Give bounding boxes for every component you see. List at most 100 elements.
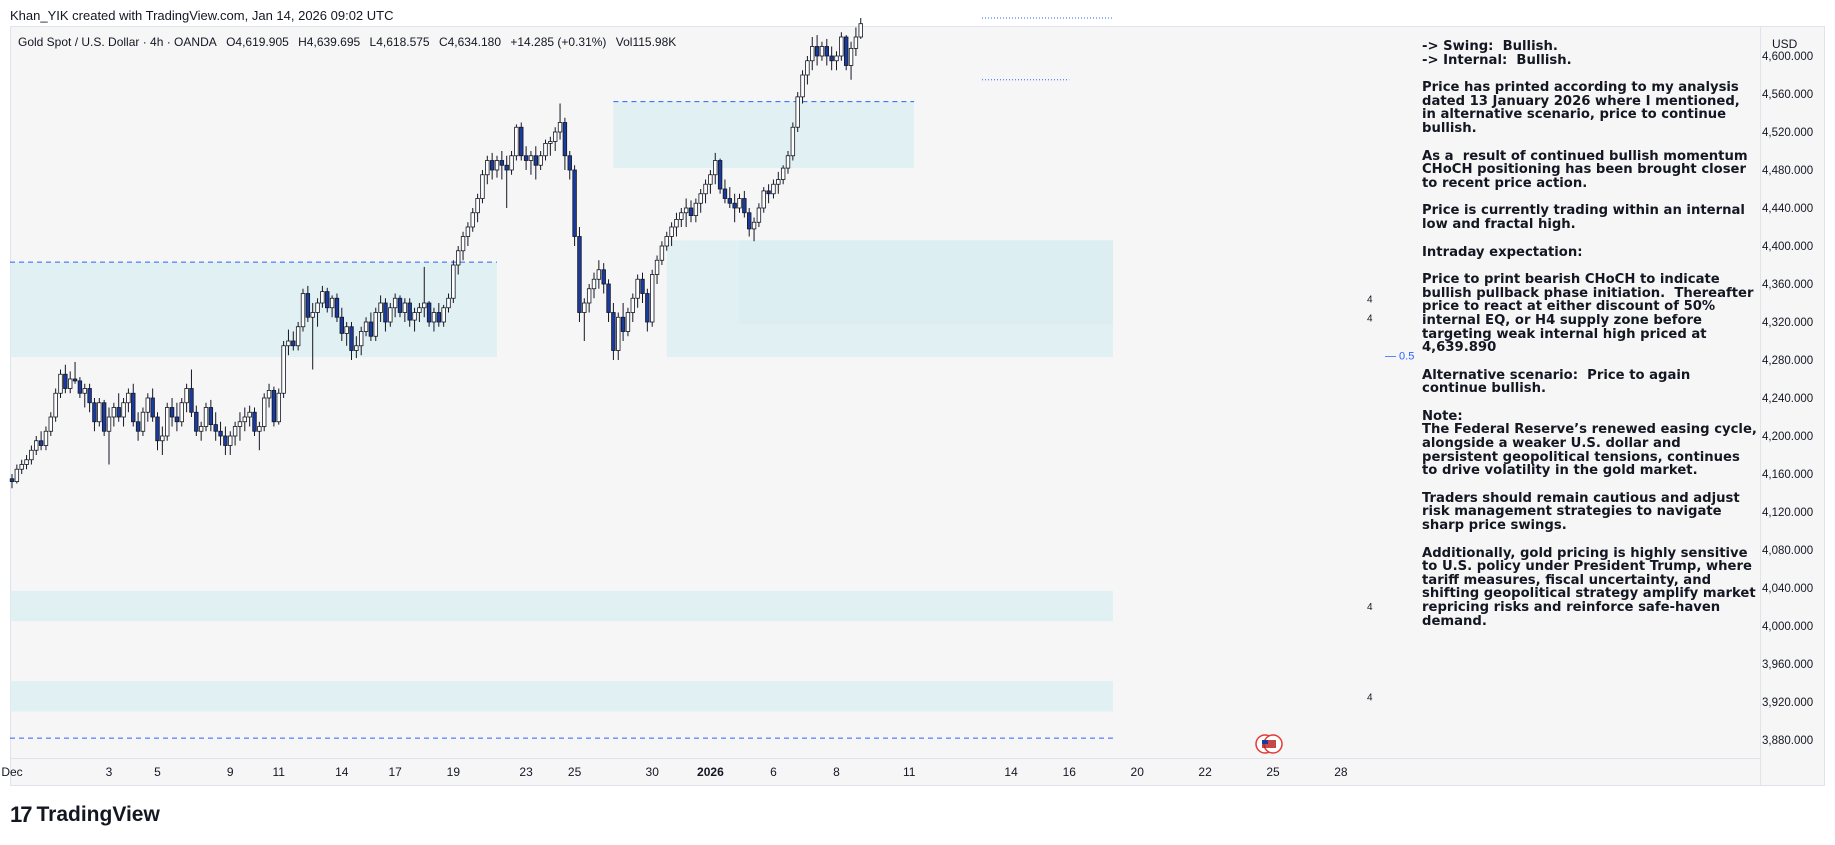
time-axis-divider [10, 758, 1760, 759]
candle-down [489, 160, 495, 171]
candle-down [844, 36, 849, 66]
candle-up [329, 297, 335, 309]
candle-up [14, 468, 20, 483]
candle-up [858, 23, 863, 38]
candle-up [106, 416, 112, 432]
candle-up [795, 96, 800, 128]
candle-up [431, 312, 437, 323]
candle-down [208, 407, 214, 426]
candle-up [485, 160, 490, 176]
candle-up [266, 389, 272, 399]
note-paragraph: Additionally, gold pricing is highly sen… [1422, 545, 1761, 629]
tradingview-logo[interactable]: 17 TradingView [10, 802, 160, 828]
candle-up [548, 141, 553, 144]
currency-label[interactable]: USD [1772, 37, 1798, 51]
candle-down [606, 283, 611, 313]
time-tick-label: 30 [646, 765, 660, 779]
candle-down [601, 269, 606, 285]
candle-down [72, 378, 78, 382]
zone-tag: 4 [1367, 294, 1373, 305]
candle-up [785, 155, 791, 169]
candle-up [48, 416, 53, 432]
candle-up [669, 226, 674, 237]
candle-up [232, 426, 238, 437]
chart-panel[interactable] [10, 26, 1825, 786]
candle-down [169, 407, 175, 418]
candle-up [179, 402, 184, 423]
candle-up [470, 212, 475, 228]
candles-group [9, 18, 863, 489]
candle-down [174, 416, 180, 423]
candle-down [252, 411, 257, 432]
candle-up [402, 302, 408, 313]
candle-down [9, 478, 15, 482]
candle-up [412, 312, 417, 321]
price-tick-label: 3,880.000 [1762, 735, 1813, 747]
candle-down [814, 46, 820, 57]
candle-up [751, 221, 757, 230]
high-value: H4,639.695 [298, 35, 361, 49]
candle-down [620, 316, 626, 332]
candle-up [703, 183, 708, 195]
time-tick-label: 3 [106, 765, 113, 779]
candle-down [116, 407, 121, 418]
candle-up [776, 179, 781, 185]
candle-down [213, 424, 218, 432]
symbol-title[interactable]: Gold Spot / U.S. Dollar · 4h · OANDA [18, 35, 217, 49]
candle-up [140, 411, 146, 432]
price-tick-label: 4,040.000 [1762, 583, 1813, 595]
candle-up [228, 435, 233, 446]
candle-up [276, 392, 281, 423]
candle-down [63, 373, 68, 389]
us-flag-event-icon [1255, 734, 1283, 754]
price-tick-label: 4,480.000 [1762, 165, 1813, 177]
candle-down [397, 297, 403, 313]
note-paragraph: Price has printed according to my analys… [1422, 80, 1745, 136]
candle-up [713, 160, 718, 176]
candle-up [111, 407, 117, 418]
candle-up [320, 291, 325, 304]
candle-up [373, 312, 378, 337]
candle-down [766, 190, 771, 195]
candle-up [203, 407, 209, 427]
zone-rect [10, 590, 1113, 622]
candle-up [184, 388, 189, 404]
note-paragraph: The Federal Reserve’s renewed easing cyc… [1422, 422, 1757, 479]
candle-up [698, 193, 703, 204]
price-tick-label: 4,560.000 [1762, 89, 1813, 101]
candle-up [363, 321, 369, 332]
time-tick-label: 16 [1063, 765, 1077, 779]
candle-up [596, 269, 602, 280]
zone-rect [10, 681, 1113, 712]
candle-down [383, 302, 388, 323]
candle-up [800, 74, 805, 98]
candle-down [577, 236, 582, 313]
candle-down [732, 202, 737, 209]
candle-up [848, 48, 854, 66]
candle-down [533, 155, 538, 166]
candle-up [126, 392, 131, 404]
candle-up [261, 397, 267, 427]
time-tick-label: 6 [770, 765, 777, 779]
candle-down [334, 297, 340, 318]
low-value: L4,618.575 [369, 35, 430, 49]
candle-up [679, 212, 684, 220]
time-tick-label: 14 [1004, 765, 1018, 779]
candle-up [344, 326, 349, 334]
candle-down [562, 122, 568, 157]
candle-up [24, 459, 29, 465]
candle-down [572, 169, 577, 237]
candle-up [664, 236, 669, 247]
candle-up [242, 416, 247, 423]
candle-down [194, 411, 199, 432]
candle-up [625, 312, 631, 332]
candle-up [761, 190, 766, 209]
candle-down [223, 435, 228, 446]
time-tick-label: 14 [335, 765, 349, 779]
price-tick-label: 4,200.000 [1762, 431, 1813, 443]
price-tick-label: 4,600.000 [1762, 51, 1813, 63]
candle-up [528, 155, 534, 161]
candle-up [145, 397, 150, 413]
candle-up [451, 264, 456, 299]
